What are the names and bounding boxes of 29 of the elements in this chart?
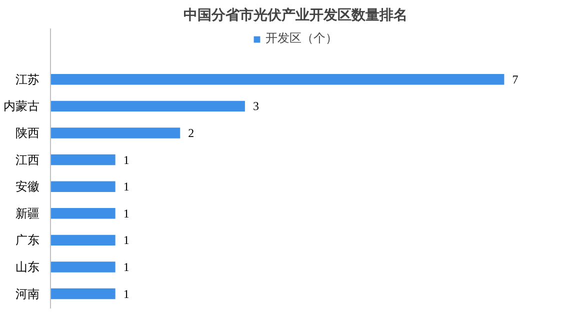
bar: [50, 128, 180, 138]
data-label: 7: [512, 72, 518, 86]
data-label: 2: [188, 126, 194, 140]
legend-label: 开发区（个）: [266, 30, 338, 47]
y-tick-label: 安徽: [16, 180, 40, 194]
y-tick-label: 江西: [16, 152, 40, 167]
data-label: 3: [252, 99, 259, 114]
bar: [50, 100, 245, 112]
data-label: 1: [123, 233, 130, 248]
bar: [50, 288, 116, 300]
bar: [50, 208, 116, 219]
chart-title: 中国分省市光伏产业开发区数量排名: [184, 6, 408, 24]
bar: [50, 234, 116, 246]
y-tick-label: 陕西: [16, 126, 40, 140]
bar: [50, 262, 116, 272]
data-label: 1: [123, 180, 130, 194]
y-tick-label: 内蒙古: [4, 99, 40, 114]
y-tick-label: 新疆: [16, 206, 40, 220]
data-label: 1: [123, 152, 130, 167]
bar: [50, 181, 116, 192]
y-tick-label: 山东: [16, 260, 40, 274]
bar: [50, 154, 116, 166]
y-tick-label: 广东: [16, 233, 40, 248]
y-tick-label: 河南: [16, 286, 40, 301]
data-label: 1: [123, 286, 130, 301]
bar: [50, 74, 504, 85]
data-label: 1: [123, 206, 130, 220]
y-tick-label: 江苏: [16, 72, 40, 86]
data-label: 1: [123, 260, 130, 274]
